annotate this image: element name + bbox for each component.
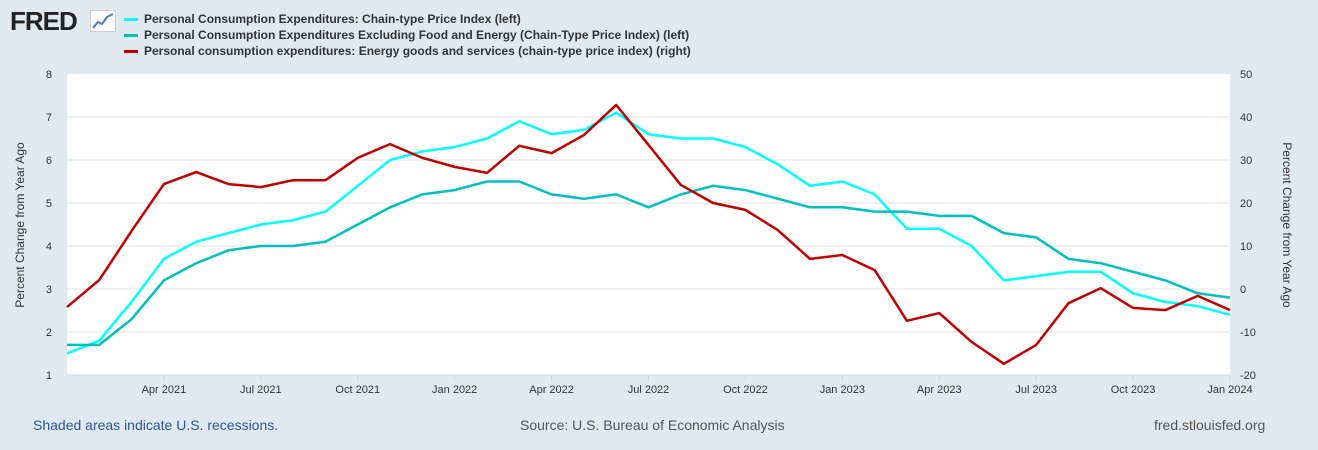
y-right-tick-label: 10 [1240,241,1252,253]
y-left-tick-label: 5 [46,198,52,210]
legend-label: Personal Consumption Expenditures Exclud… [144,28,690,42]
x-tick-label: Oct 2023 [1111,384,1156,396]
x-tick-label: Jan 2023 [820,384,865,396]
x-tick-label: Jul 2023 [1015,384,1057,396]
y-left-tick-label: 1 [46,370,52,382]
x-tick-label: Apr 2021 [142,384,187,396]
y-left-tick-label: 8 [46,69,52,81]
y-left-tick-label: 6 [46,155,52,167]
y-left-tick-label: 4 [46,241,52,253]
y-right-tick-label: -20 [1240,370,1256,382]
y-right-tick-label: 0 [1240,284,1246,296]
chart-plot: Apr 2021 Jul 2021 Oct 2021 Jan 2022 Apr 2022… [13,69,1294,396]
source-text: Source: U.S. Bureau of Economic Analysis [520,417,785,433]
y-left-tick-label: 2 [46,327,52,339]
y-right-tick-label: -10 [1240,327,1256,339]
x-tick-label: Jan 2022 [432,384,477,396]
y-axis-right-label: Percent Change from Year Ago [1280,142,1294,308]
x-tick-label: Oct 2022 [723,384,768,396]
series-line-1[interactable] [67,180,1231,347]
series-line-2[interactable] [66,103,1231,366]
y-right-tick-label: 30 [1240,155,1252,167]
legend-swatch [124,49,138,53]
x-tick-label: Jan 2024 [1207,384,1252,396]
y-right-tick-label: 40 [1240,112,1252,124]
y-axis-left-label: Percent Change from Year Ago [13,142,27,308]
x-tick-label: Jul 2022 [628,384,670,396]
x-tick-label: Oct 2021 [335,384,380,396]
y-right-tick-label: 50 [1240,69,1252,81]
legend-label: Personal consumption expenditures: Energ… [144,44,691,58]
y-left-tick-label: 3 [46,284,52,296]
recession-note-link[interactable]: Shaded areas indicate U.S. recessions. [33,417,279,433]
legend-item[interactable]: Personal consumption expenditures: Energ… [124,43,691,59]
series-line-0[interactable] [66,111,1231,355]
legend-label: Personal Consumption Expenditures: Chain… [144,12,521,26]
legend-swatch [124,17,138,21]
legend-item[interactable]: Personal Consumption Expenditures Exclud… [124,27,691,43]
fred-logo-graph-icon [90,10,116,32]
plot-area [67,74,1230,375]
y-left-tick-label: 7 [46,112,52,124]
x-tick-label: Apr 2022 [529,384,574,396]
fred-url-link[interactable]: fred.stlouisfed.org [1154,417,1266,433]
x-tick-label: Jul 2021 [240,384,282,396]
y-right-tick-label: 20 [1240,198,1252,210]
legend-swatch [124,33,138,37]
legend: Personal Consumption Expenditures: Chain… [124,11,691,59]
legend-item[interactable]: Personal Consumption Expenditures: Chain… [124,11,691,27]
x-tick-label: Apr 2023 [917,384,962,396]
fred-logo: FRED [10,6,78,36]
